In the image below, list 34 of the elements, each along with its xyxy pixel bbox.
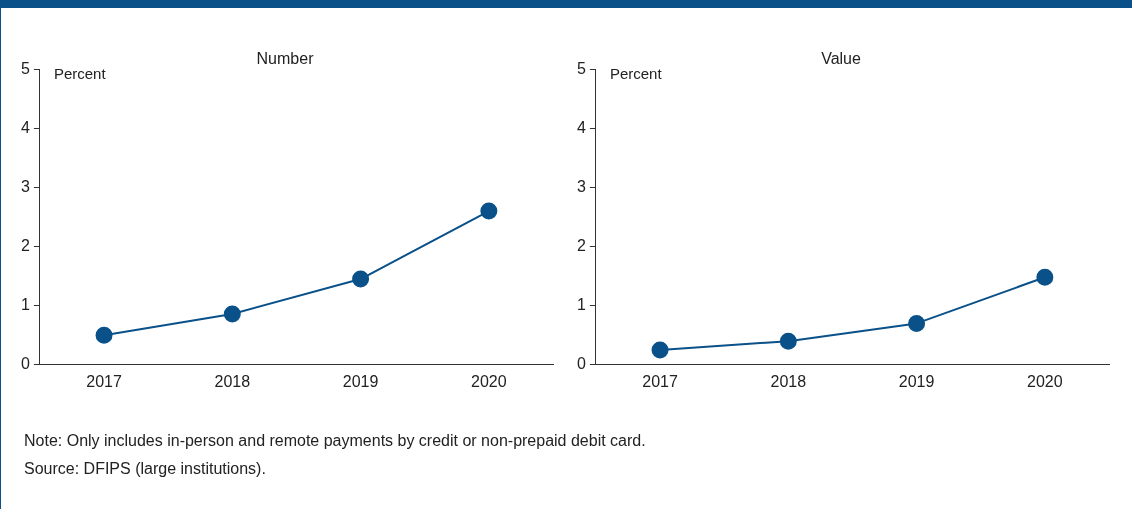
x-tick-label: 2018 (770, 372, 807, 390)
point (908, 314, 926, 332)
point (223, 305, 241, 323)
y-tick-label: 1 (20, 296, 30, 314)
y-tick-label: 1 (576, 296, 586, 314)
y-tick-label: 4 (576, 118, 586, 136)
y-tick-label: 0 (576, 355, 586, 373)
point (352, 270, 370, 288)
x-tick-label: 2017 (86, 372, 122, 390)
y-tick-label: 0 (20, 355, 30, 373)
text: Note: Only includes in-person and remote payments by credit or non-prepaid debit card. (24, 432, 647, 450)
point (95, 326, 113, 344)
point (651, 341, 669, 359)
x-tick-label: 2017 (642, 372, 678, 390)
y-axis-title: Percent (609, 65, 663, 83)
y-axis-title: Percent (53, 65, 107, 83)
y-tick-label: 4 (20, 118, 30, 136)
chart-title: Number (256, 50, 315, 68)
source-note: Source: DFIPS (large institutions). (24, 460, 267, 478)
y-tick-label: 5 (20, 59, 30, 77)
x-tick-label: 2019 (342, 372, 379, 390)
y-tick-label: 3 (20, 177, 30, 195)
y-tick-label: 2 (576, 236, 586, 254)
y-tick-label: 2 (20, 236, 30, 254)
chart-title: Value (821, 50, 861, 68)
x-tick-label: 2020 (471, 372, 507, 390)
point (779, 332, 797, 350)
x-tick-label: 2018 (214, 372, 251, 390)
point (1036, 268, 1054, 286)
x-tick-label: 2020 (1027, 372, 1063, 390)
y-tick-label: 5 (576, 59, 586, 77)
y-tick-label: 3 (576, 177, 586, 195)
point (480, 202, 498, 220)
x-tick-label: 2019 (898, 372, 935, 390)
